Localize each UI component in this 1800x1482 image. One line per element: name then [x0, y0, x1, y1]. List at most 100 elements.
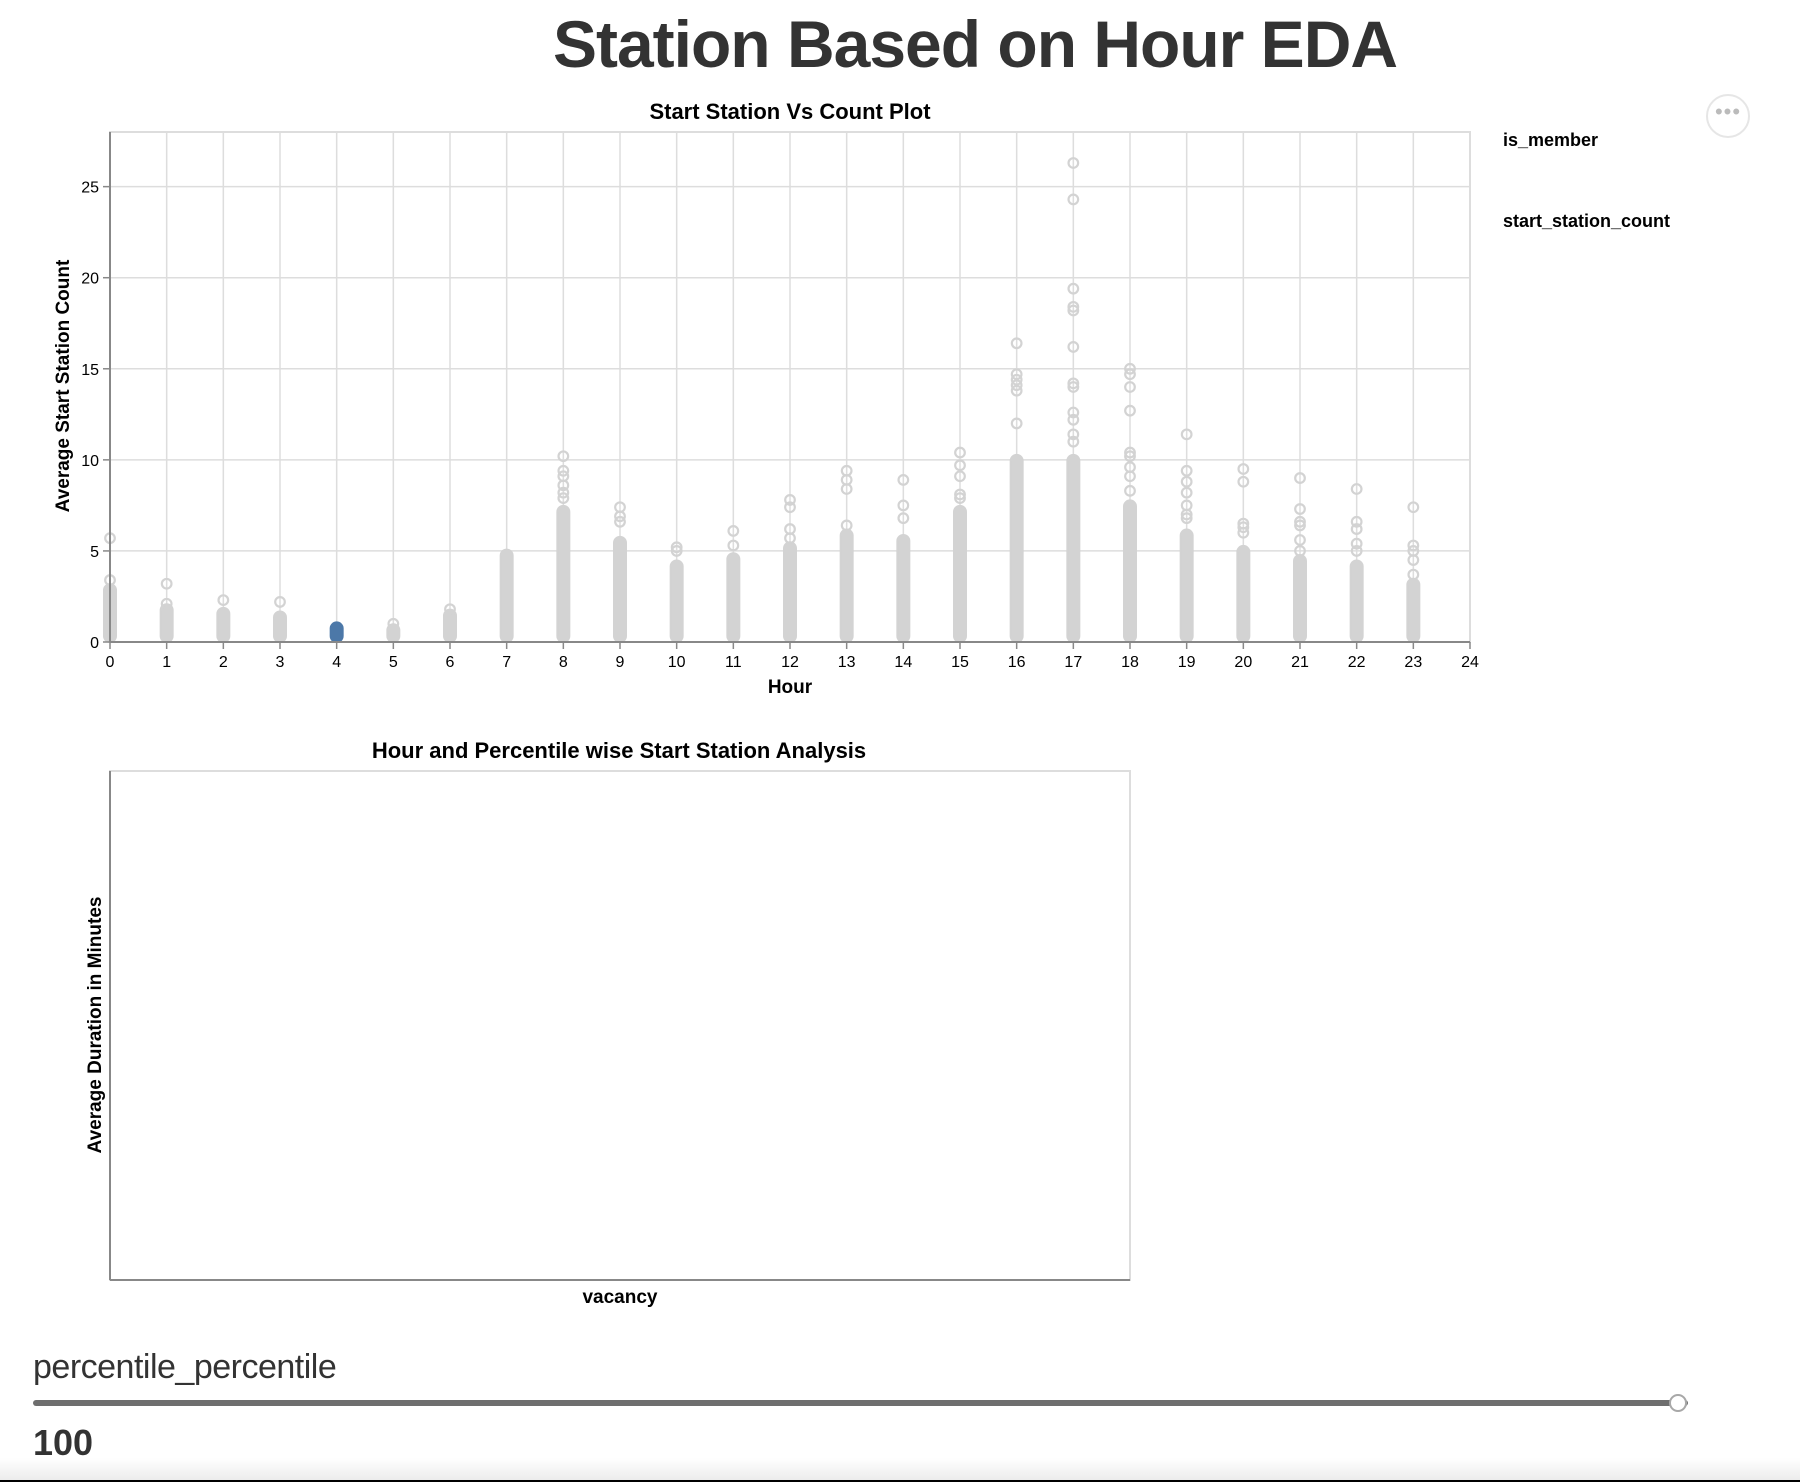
chart1-x-tick-label: 17: [1064, 654, 1082, 671]
chart1-x-tick-label: 9: [616, 654, 625, 671]
chart1-x-tick-label: 8: [559, 654, 568, 671]
chart1-point-cluster: [1236, 544, 1251, 644]
chart1-point-cluster: [1349, 559, 1364, 643]
chart1-point: [1124, 484, 1136, 497]
chart1-y-tick-label: 5: [90, 544, 99, 561]
chart1-y-axis: 0 5 10 15 20 25: [81, 132, 111, 652]
chart1-point: [1237, 521, 1250, 534]
chart1-x-tick-label: 15: [951, 654, 969, 671]
chart-actions-menu-button[interactable]: •••: [1706, 94, 1750, 138]
chart1-point: [1010, 337, 1023, 350]
chart1-x-tick-label: 3: [276, 654, 285, 671]
chart2-x-axis-label: vacancy: [582, 1287, 657, 1308]
chart1-point-cluster: [1009, 453, 1024, 643]
chart1-point: [1067, 157, 1080, 169]
chart1-point: [1407, 501, 1420, 514]
chart1-point-cluster: [159, 603, 174, 644]
chart1-point: [217, 594, 230, 607]
chart1-point: [557, 470, 570, 483]
chart1-point: [274, 596, 286, 608]
scatter-chart: Start Station Vs Count Plot 0 1 2 3 4 5 6 7 8 9 10…: [53, 99, 1479, 698]
legend-start-station-count-title: start_station_count: [1503, 211, 1671, 231]
chart1-x-tick-label: 11: [725, 654, 742, 671]
chart1-point: [784, 501, 796, 514]
chart1-point: [1407, 539, 1420, 552]
chart1-y-tick-label: 0: [90, 635, 99, 652]
chart1-point: [1124, 404, 1136, 417]
chart1-point: [1237, 463, 1250, 475]
chart1-y-tick-label: 10: [81, 453, 99, 470]
chart1-y-axis-label: Average Start Station Count: [53, 259, 74, 512]
chart1-x-tick-label: 4: [332, 654, 341, 671]
chart1-point: [1010, 379, 1023, 392]
chart1-point-cluster: [1066, 453, 1081, 643]
chart1-point-cluster: [896, 534, 911, 643]
chart1-x-tick-label: 23: [1404, 654, 1422, 671]
chart1-point: [1124, 362, 1136, 375]
chart1-point: [784, 523, 796, 535]
chart1-point: [1237, 517, 1250, 530]
chart1-x-tick-label: 2: [219, 654, 228, 671]
chart1-point-cluster: [556, 504, 571, 643]
chart1-point: [1124, 368, 1136, 381]
chart1-point: [1294, 519, 1306, 532]
chart1-x-tick-label: 24: [1461, 654, 1479, 671]
chart1-y-tick-label: 15: [81, 362, 99, 379]
chart1-point: [1180, 428, 1193, 441]
chart1-point: [1180, 512, 1193, 525]
chart1-point-cluster: [1406, 577, 1421, 644]
chart1-point: [954, 492, 966, 505]
chart1-point-cluster: [726, 552, 741, 644]
chart1-point: [1010, 368, 1023, 381]
chart1-point: [1294, 534, 1306, 546]
chart2-title: Hour and Percentile wise Start Station A…: [372, 738, 866, 763]
chart1-point: [1180, 499, 1193, 512]
chart1-point: [160, 597, 173, 610]
chart1-point: [1067, 300, 1080, 313]
chart1-point: [727, 524, 740, 537]
chart1-point: [954, 459, 966, 472]
chart-canvas: Start Station Vs Count Plot 0 1 2 3 4 5 6 7 8 9 10…: [53, 99, 1479, 1308]
chart1-point: [1180, 464, 1193, 477]
chart1-x-tick-label: 18: [1121, 654, 1139, 671]
chart1-point-cluster: [329, 621, 344, 644]
percentile-slider-value: 100: [33, 1422, 94, 1463]
chart1-x-tick-label: 19: [1178, 654, 1196, 671]
chart1-x-axis-label: Hour: [768, 677, 813, 698]
chart1-point: [897, 499, 910, 512]
chart1-point: [1124, 381, 1136, 393]
chart1-x-tick-label: 0: [106, 654, 115, 671]
chart1-point-cluster: [669, 559, 684, 643]
chart1-point: [614, 501, 626, 514]
chart1-point: [1067, 428, 1080, 441]
chart1-point-cluster: [953, 504, 967, 643]
percentile-slider-track[interactable]: [33, 1400, 1688, 1406]
chart1-x-tick-label: 5: [389, 654, 398, 671]
percentile-slider-thumb[interactable]: [1669, 1394, 1687, 1412]
chart1-x-tick-label: 14: [894, 654, 912, 671]
chart1-point: [1350, 523, 1363, 535]
chart1-point: [1124, 461, 1136, 474]
chart1-point: [1067, 413, 1080, 426]
chart1-point: [1180, 475, 1193, 488]
chart1-point: [387, 617, 400, 630]
chart2-plot-frame: [109, 770, 1131, 1281]
chart1-point: [897, 473, 910, 486]
chart1-point: [1350, 483, 1363, 495]
chart1-point-cluster: [783, 541, 797, 643]
chart1-point: [557, 464, 570, 477]
ellipsis-icon: •••: [1714, 99, 1742, 124]
chart1-point: [1350, 545, 1363, 557]
chart1-x-tick-label: 7: [502, 654, 511, 671]
chart1-point: [1067, 435, 1080, 448]
chart1-point: [1067, 341, 1080, 353]
chart2-y-axis-label: Average Duration in Minutes: [85, 897, 106, 1154]
chart1-point: [557, 450, 570, 463]
chart1-point: [444, 603, 456, 616]
chart1-point: [160, 577, 173, 590]
bar-chart: Hour and Percentile wise Start Station A…: [85, 738, 1131, 1308]
chart1-point: [1294, 545, 1306, 557]
chart1-point-cluster: [1293, 554, 1307, 643]
chart1-point: [1067, 381, 1080, 393]
chart1-point: [1010, 373, 1023, 386]
